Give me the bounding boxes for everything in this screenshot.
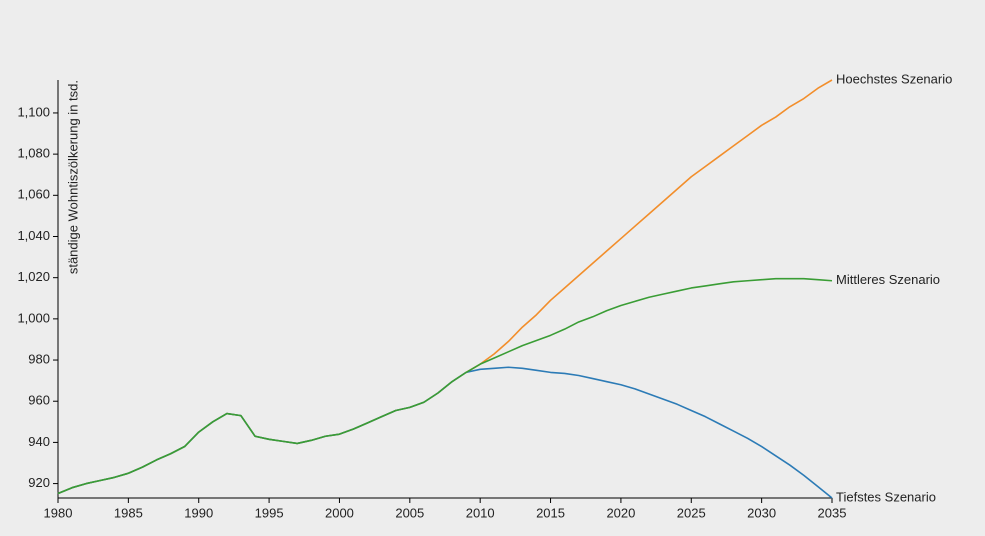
x-tick-label: 2005 (395, 505, 424, 520)
series-line (57, 79, 833, 495)
y-tick-label: 1,000 (17, 310, 50, 325)
series-label: Tiefstes Szenario (836, 489, 936, 504)
y-tick-label: 980 (28, 351, 50, 366)
x-tick-label: 2010 (466, 505, 495, 520)
y-tick-label: 1,100 (17, 104, 50, 119)
x-tick-label: 1985 (114, 505, 143, 520)
series-label: Hoechstes Szenario (836, 71, 952, 86)
y-tick-label: 940 (28, 434, 50, 449)
series-label: Mittleres Szenario (836, 272, 940, 287)
y-axis-title: ständige Wohntiszölkerung in tsd. (65, 80, 80, 274)
x-tick-label: 1995 (255, 505, 284, 520)
x-tick-label: 2015 (536, 505, 565, 520)
x-tick-label: 1990 (184, 505, 213, 520)
y-tick-label: 1,040 (17, 228, 50, 243)
x-tick-label: 2000 (325, 505, 354, 520)
y-tick-label: 1,020 (17, 269, 50, 284)
x-tick-label: 2035 (818, 505, 847, 520)
x-tick-label: 2030 (747, 505, 776, 520)
y-tick-label: 960 (28, 393, 50, 408)
series-line (57, 277, 833, 495)
y-tick-label: 1,080 (17, 146, 50, 161)
x-tick-label: 2020 (606, 505, 635, 520)
x-tick-label: 2025 (677, 505, 706, 520)
y-tick-label: 920 (28, 475, 50, 490)
x-tick-label: 1980 (44, 505, 73, 520)
y-tick-label: 1,060 (17, 187, 50, 202)
